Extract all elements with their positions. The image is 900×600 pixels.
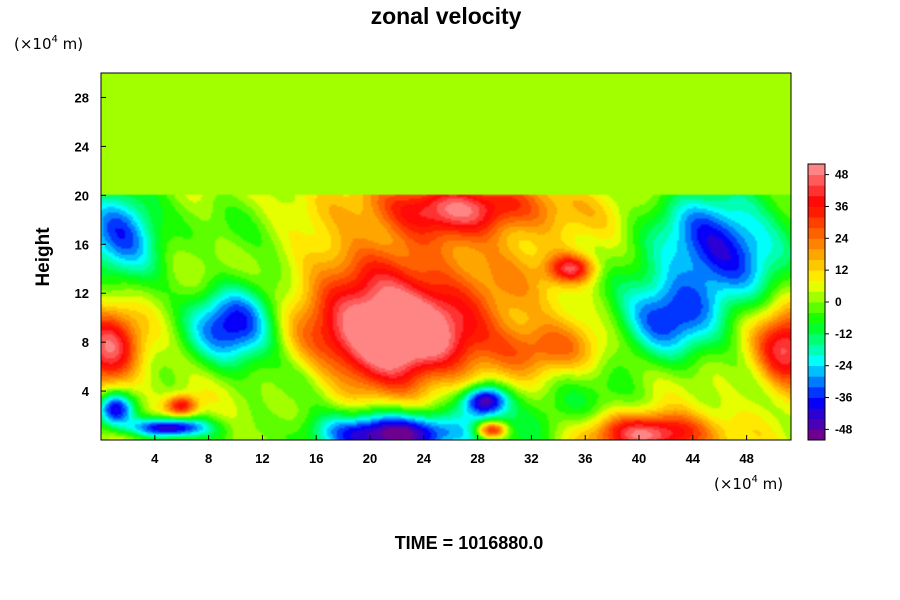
x-axis-unit: (×104 m) — [714, 474, 783, 493]
colorbar: 48 36 24 12 0 -12 -24 -36 -48 — [807, 163, 853, 441]
x-tick-label: 36 — [578, 451, 592, 466]
x-tick-label: 16 — [309, 451, 323, 466]
colorbar-band — [808, 323, 825, 335]
colorbar-band — [808, 408, 825, 420]
y-tick-label: 12 — [75, 286, 89, 301]
colorbar-band — [808, 291, 825, 303]
y-tick-label: 24 — [75, 139, 90, 154]
colorbar-band — [808, 280, 825, 292]
x-axis-unit-suffix: m) — [758, 475, 783, 493]
y-axis-unit-suffix: m) — [58, 35, 83, 53]
colorbar-band — [808, 164, 825, 176]
colorbar-band — [808, 376, 825, 388]
y-tick-label: 16 — [75, 237, 89, 252]
colorbar-band — [808, 206, 825, 218]
colorbar-bands — [808, 164, 825, 441]
plot-area — [100, 72, 792, 441]
zonal-velocity-field — [101, 73, 791, 440]
x-tick-label: 12 — [255, 451, 269, 466]
y-tick-label: 28 — [75, 90, 89, 105]
colorbar-band — [808, 312, 825, 324]
colorbar-band — [808, 429, 825, 441]
x-axis-unit-prefix: (×10 — [714, 475, 752, 493]
colorbar-band — [808, 195, 825, 207]
y-tick-label: 4 — [82, 384, 90, 399]
colorbar-band — [808, 238, 825, 250]
y-axis-unit: (×104 m) — [14, 34, 83, 53]
x-tick-label: 48 — [739, 451, 753, 466]
colorbar-band — [808, 397, 825, 409]
y-axis-unit-exp: 4 — [52, 34, 58, 45]
x-tick-label: 32 — [524, 451, 538, 466]
x-tick-label: 44 — [686, 451, 701, 466]
y-tick-label: 20 — [75, 188, 89, 203]
colorbar-band — [808, 386, 825, 398]
y-axis-label: Height — [33, 227, 54, 287]
colorbar-band — [808, 185, 825, 197]
colorbar-band — [808, 217, 825, 229]
colorbar-band — [808, 344, 825, 356]
colorbar-tick-label: 48 — [835, 168, 849, 182]
colorbar-tick-label: 12 — [835, 263, 849, 277]
colorbar-tick-label: -48 — [835, 422, 853, 436]
colorbar-band — [808, 333, 825, 345]
colorbar-band — [808, 418, 825, 430]
colorbar-band — [808, 355, 825, 367]
colorbar-tick-label: 36 — [835, 199, 849, 213]
colorbar-band — [808, 365, 825, 377]
colorbar-ticks: 48 36 24 12 0 -12 -24 -36 -48 — [825, 168, 853, 436]
y-axis-unit-prefix: (×10 — [14, 35, 52, 53]
chart-title: zonal velocity — [371, 3, 522, 29]
colorbar-tick-label: 24 — [835, 231, 849, 245]
x-tick-label: 28 — [470, 451, 484, 466]
time-label: TIME = 1016880.0 — [395, 533, 544, 553]
x-tick-label: 24 — [417, 451, 432, 466]
colorbar-tick-label: 0 — [835, 295, 842, 309]
x-tick-label: 20 — [363, 451, 377, 466]
plot-frame — [100, 72, 792, 441]
y-tick-label: 8 — [82, 335, 89, 350]
y-axis-ticks: 4 8 12 16 20 24 28 — [75, 90, 106, 399]
colorbar-band — [808, 270, 825, 282]
x-tick-label: 40 — [632, 451, 646, 466]
colorbar-band — [808, 302, 825, 314]
colorbar-tick-label: -24 — [835, 359, 853, 373]
colorbar-band — [808, 227, 825, 239]
colorbar-band — [808, 174, 825, 186]
colorbar-tick-label: -36 — [835, 391, 853, 405]
x-axis-unit-exp: 4 — [752, 474, 758, 485]
x-tick-label: 4 — [151, 451, 159, 466]
x-tick-label: 8 — [205, 451, 212, 466]
x-axis-ticks: 4 8 12 16 20 24 28 32 36 40 44 48 — [151, 435, 754, 466]
colorbar-band — [808, 248, 825, 260]
colorbar-tick-label: -12 — [835, 327, 853, 341]
colorbar-band — [808, 259, 825, 271]
